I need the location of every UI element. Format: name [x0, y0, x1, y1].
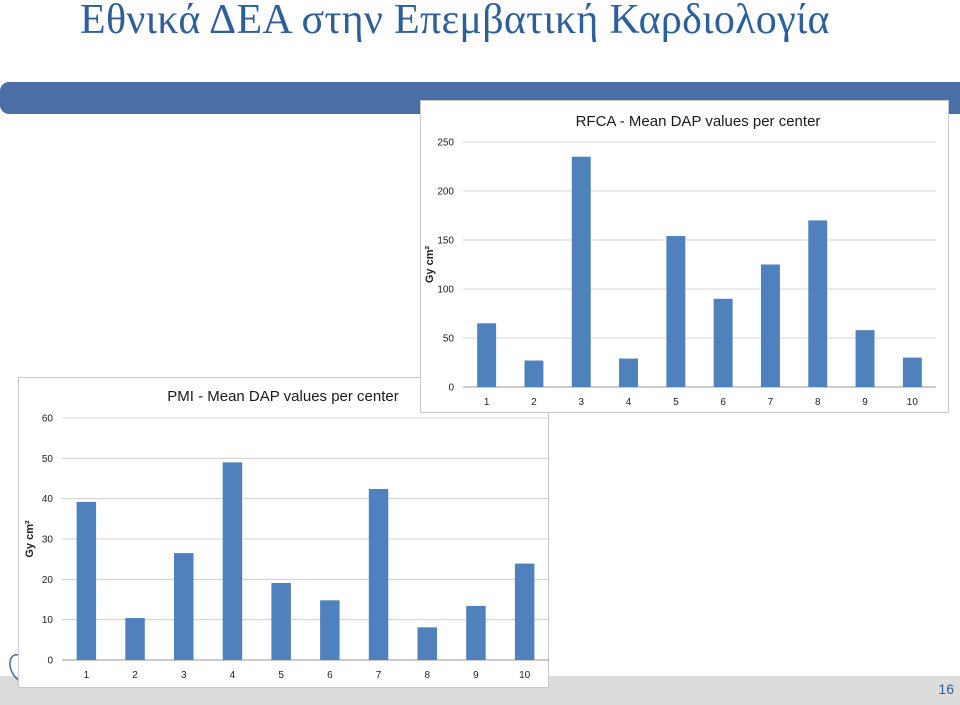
pmi-bar-center-10: [514, 563, 535, 660]
pmi-bar-center-4: [222, 462, 243, 660]
pmi-y-tick-label: 50: [42, 454, 54, 465]
rfca-y-axis-label: Gy cm²: [424, 246, 436, 284]
pmi-bar-center-9: [466, 605, 486, 660]
pmi-x-tick-label: 7: [376, 670, 382, 681]
page-number: 16: [938, 681, 954, 697]
pmi-bar-center-2: [125, 618, 145, 660]
pmi-y-tick-label: 40: [42, 494, 54, 505]
pmi-y-tick-label: 60: [42, 414, 54, 425]
rfca-x-tick-label: 9: [862, 397, 868, 408]
pmi-x-tick-label: 5: [278, 670, 284, 681]
rfca-x-tick-label: 5: [673, 397, 679, 408]
rfca-x-tick-label: 10: [907, 397, 919, 408]
rfca-chart-panel: RFCA - Mean DAP values per center 0 50 100 1…: [420, 100, 949, 413]
rfca-x-tick-label: 7: [768, 397, 774, 408]
pmi-x-tick-label: 2: [132, 670, 138, 681]
pmi-chart: PMI - Mean DAP values per center 0 10 20 30 4…: [24, 388, 549, 681]
pmi-x-tick-label: 10: [519, 670, 531, 681]
rfca-x-tick-label: 6: [720, 397, 726, 408]
rfca-bar-center-7: [760, 264, 780, 387]
rfca-bar-center-4: [619, 358, 639, 387]
rfca-bar-center-5: [666, 236, 686, 387]
rfca-chart: RFCA - Mean DAP values per center 0 50 100 1…: [424, 113, 936, 408]
rfca-bar-center-2: [524, 360, 544, 387]
rfca-bar-center-8: [808, 220, 828, 387]
pmi-x-tick-label: 6: [327, 670, 333, 681]
pmi-x-tick-label: 3: [181, 670, 187, 681]
rfca-y-tick-label: 150: [437, 236, 454, 247]
pmi-x-tick-label: 4: [230, 670, 236, 681]
pmi-bar-center-6: [320, 600, 340, 660]
pmi-bar-center-5: [271, 582, 291, 660]
pmi-bar-center-3: [174, 553, 194, 660]
pmi-bar-center-1: [76, 501, 97, 660]
slide-title: Εθνικά ΔΕΑ στην Επεμβατική Καρδιολογία: [80, 0, 830, 43]
rfca-x-tick-label: 2: [531, 397, 537, 408]
rfca-bar-center-6: [713, 298, 733, 387]
pmi-y-tick-label: 30: [42, 535, 54, 546]
rfca-y-tick-label: 0: [448, 383, 454, 394]
rfca-y-tick-label: 200: [437, 187, 454, 198]
pmi-bar-center-7: [368, 488, 389, 660]
rfca-y-tick-label: 250: [437, 138, 454, 149]
rfca-bar-center-3: [571, 156, 591, 387]
rfca-x-tick-label: 1: [484, 397, 490, 408]
pmi-chart-panel: PMI - Mean DAP values per center 0 10 20 30 4…: [18, 377, 549, 688]
pmi-y-axis-label: Gy cm²: [24, 520, 36, 558]
pmi-x-tick-label: 9: [473, 670, 479, 681]
rfca-y-tick-label: 100: [437, 285, 454, 296]
rfca-chart-title: RFCA - Mean DAP values per center: [576, 113, 821, 130]
rfca-x-tick-label: 4: [626, 397, 632, 408]
rfca-y-tick-label: 50: [443, 334, 455, 345]
pmi-chart-title: PMI - Mean DAP values per center: [167, 388, 399, 405]
rfca-x-tick-label: 3: [578, 397, 584, 408]
pmi-y-tick-label: 20: [42, 575, 54, 586]
rfca-bar-center-10: [902, 357, 922, 387]
pmi-y-tick-label: 0: [47, 656, 53, 667]
pmi-x-tick-label: 1: [84, 670, 90, 681]
pmi-y-tick-label: 10: [42, 615, 54, 626]
pmi-x-tick-label: 8: [424, 670, 430, 681]
rfca-bar-center-1: [477, 323, 497, 387]
rfca-bar-center-9: [855, 330, 875, 387]
rfca-x-tick-label: 8: [815, 397, 821, 408]
pmi-bar-center-8: [417, 627, 437, 660]
